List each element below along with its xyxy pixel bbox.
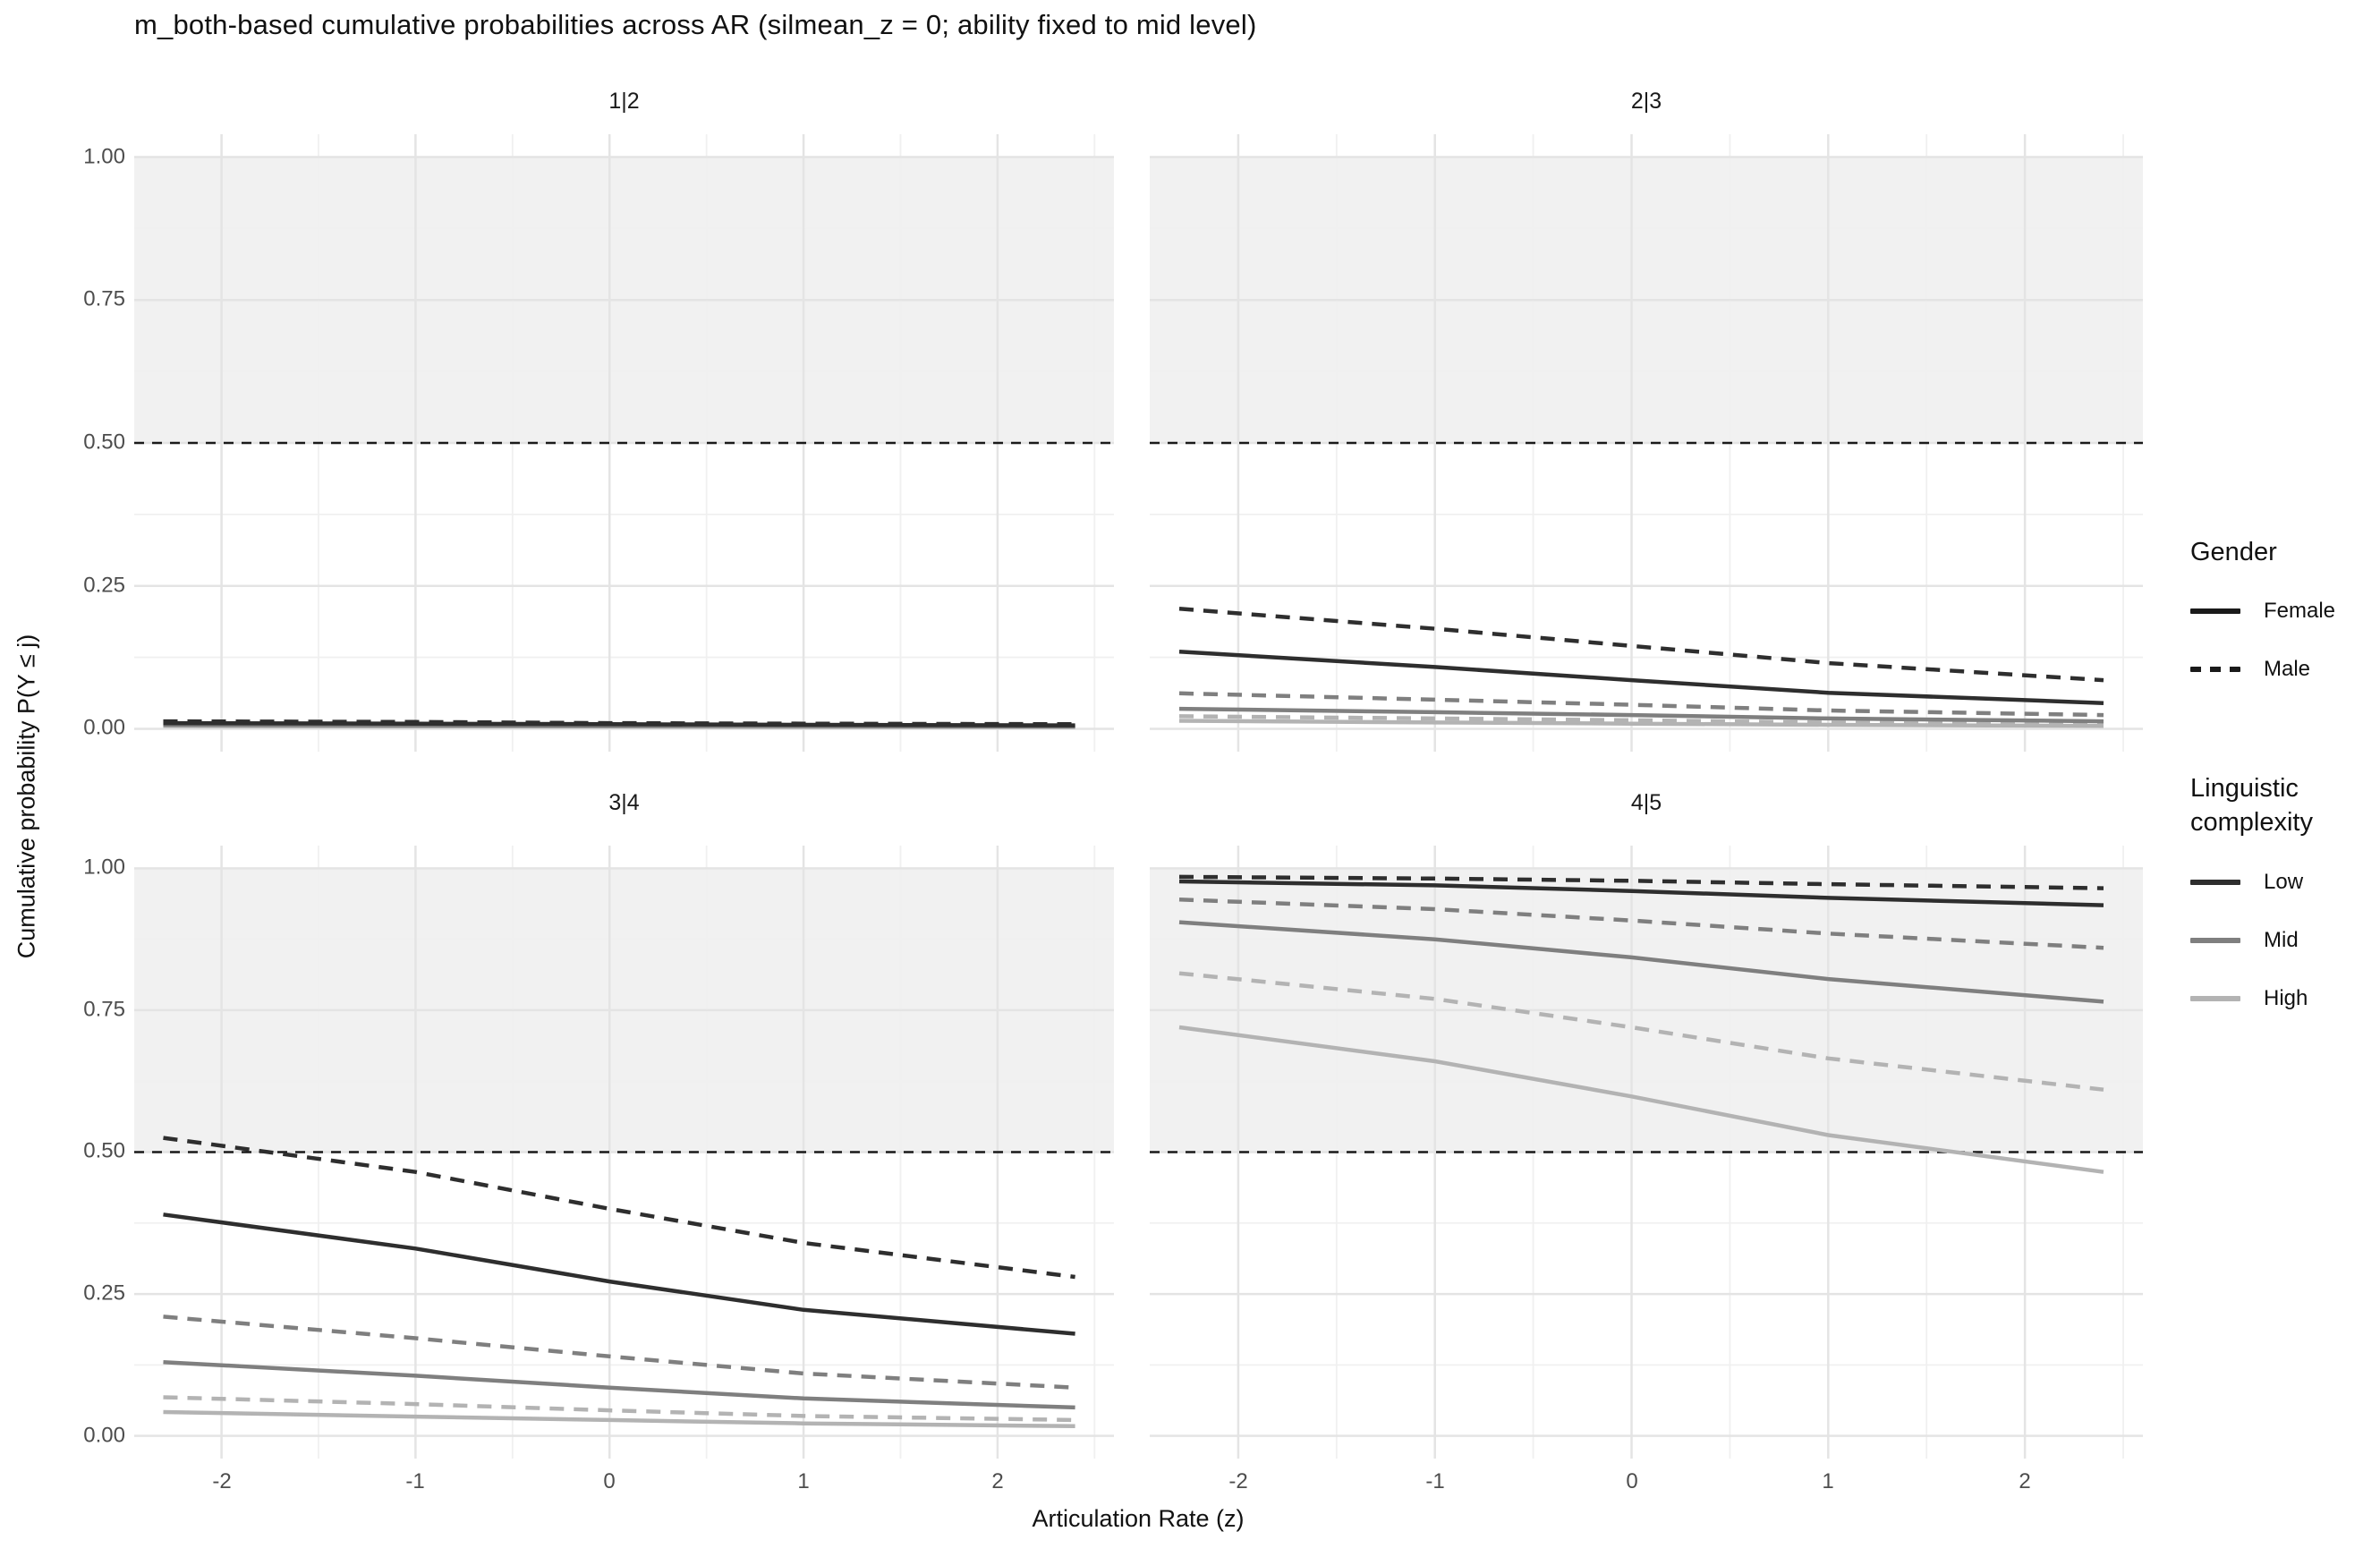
legend-item-label: High xyxy=(2264,985,2308,1010)
high-line-swatch-icon xyxy=(2190,995,2240,1001)
legend-item-low: Low xyxy=(2190,867,2380,898)
legend-complexity: Linguistic complexity Low Mid High xyxy=(2190,771,2380,1042)
x-tick-label: 0 xyxy=(1626,1469,1638,1493)
chart-title: m_both-based cumulative probabilities ac… xyxy=(134,9,1257,40)
x-axis-title: Articulation Rate (z) xyxy=(1032,1505,1245,1532)
legend-complexity-title: Linguistic complexity xyxy=(2190,771,2380,840)
legend-item-male: Male xyxy=(2190,654,2380,685)
facet-panel-2-3 xyxy=(1150,134,2143,752)
y-tick-label: 0.00 xyxy=(83,1423,125,1448)
facet-strip-3-4: 3|4 xyxy=(608,790,640,815)
x-tick-label: -2 xyxy=(212,1469,232,1493)
y-tick-label: 1.00 xyxy=(83,855,125,880)
legend-item-female: Female xyxy=(2190,596,2380,626)
facet-strip-1-2: 1|2 xyxy=(608,89,640,114)
legend-item-label: Mid xyxy=(2264,927,2299,952)
facet-panel-1-2 xyxy=(134,134,1114,752)
legend-gender-title: Gender xyxy=(2190,538,2277,566)
x-tick-label: -2 xyxy=(1228,1469,1248,1493)
y-axis-title: Cumulative probability P(Y ≤ j) xyxy=(13,634,40,959)
x-tick-label: 1 xyxy=(1822,1469,1834,1493)
y-tick-label: 1.00 xyxy=(83,144,125,169)
x-tick-label: 1 xyxy=(797,1469,810,1493)
legend-item-high: High xyxy=(2190,983,2380,1014)
y-tick-label: 0.00 xyxy=(83,715,125,740)
x-tick-label: -1 xyxy=(1425,1469,1445,1493)
legend-complexity-title-line2: complexity xyxy=(2190,808,2313,838)
y-tick-label: 0.50 xyxy=(83,1138,125,1163)
facet-panel-3-4 xyxy=(134,846,1114,1459)
facet-strip-2-3: 2|3 xyxy=(1630,89,1662,114)
y-tick-label: 0.75 xyxy=(83,286,125,311)
legend-item-label: Low xyxy=(2264,869,2304,894)
legend-complexity-title-line1: Linguistic xyxy=(2190,774,2299,803)
x-tick-label: 2 xyxy=(991,1469,1004,1493)
x-tick-label: -1 xyxy=(405,1469,425,1493)
y-tick-label: 0.75 xyxy=(83,997,125,1022)
x-tick-label: 0 xyxy=(603,1469,616,1493)
low-line-swatch-icon xyxy=(2190,879,2240,885)
legend-item-mid: Mid xyxy=(2190,925,2380,956)
y-tick-label: 0.25 xyxy=(83,1280,125,1306)
male-dashed-line-swatch-icon xyxy=(2190,667,2240,673)
female-line-swatch-icon xyxy=(2190,608,2240,615)
legend-item-label: Female xyxy=(2264,599,2336,624)
facet-panel-4-5 xyxy=(1150,846,2143,1459)
mid-line-swatch-icon xyxy=(2190,937,2240,943)
y-tick-label: 0.50 xyxy=(83,430,125,455)
legend-gender: Gender Female Male xyxy=(2190,535,2380,712)
facet-strip-4-5: 4|5 xyxy=(1630,790,1662,815)
x-tick-label: 2 xyxy=(2019,1469,2031,1493)
y-tick-label: 0.25 xyxy=(83,573,125,598)
legend-item-label: Male xyxy=(2264,657,2311,682)
